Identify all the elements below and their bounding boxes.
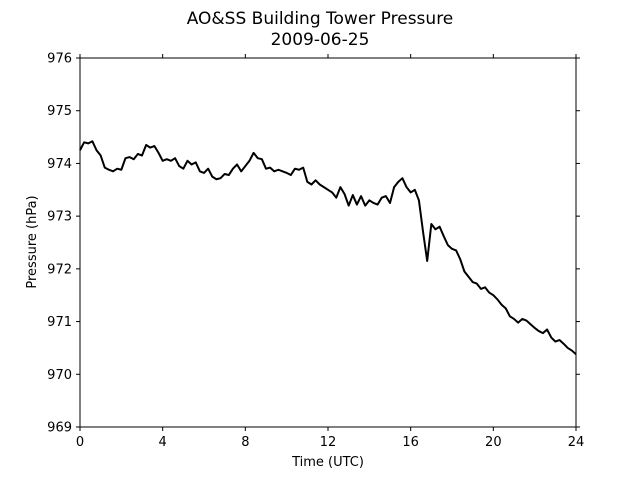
x-tick-label: 20 (485, 435, 502, 450)
x-axis-ticks: 0 4 8 12 16 20 24 (76, 54, 584, 450)
y-tick-label: 973 (47, 210, 72, 225)
x-tick-label: 8 (241, 435, 249, 450)
y-tick-label: 971 (47, 315, 72, 330)
y-tick-label: 969 (47, 421, 72, 436)
plot-area (79, 57, 577, 428)
y-tick-label: 970 (47, 368, 72, 383)
plot-frame (79, 57, 577, 428)
y-axis-ticks: 969 970 971 972 973 974 975 976 (47, 52, 580, 436)
y-tick-label: 972 (47, 262, 72, 277)
x-axis-label: Time (UTC) (291, 455, 364, 470)
y-tick-label: 974 (47, 157, 72, 172)
x-tick-label: 24 (568, 435, 585, 450)
y-tick-label: 976 (47, 52, 72, 67)
x-tick-label: 0 (76, 435, 84, 450)
x-tick-label: 4 (159, 435, 167, 450)
x-tick-label: 16 (402, 435, 419, 450)
y-axis-label: Pressure (hPa) (25, 195, 40, 288)
chart-subtitle: 2009-06-25 (271, 30, 370, 50)
chart-title: AO&SS Building Tower Pressure (187, 9, 454, 29)
x-tick-label: 12 (320, 435, 337, 450)
pressure-line (79, 140, 577, 355)
y-tick-label: 975 (47, 104, 72, 119)
